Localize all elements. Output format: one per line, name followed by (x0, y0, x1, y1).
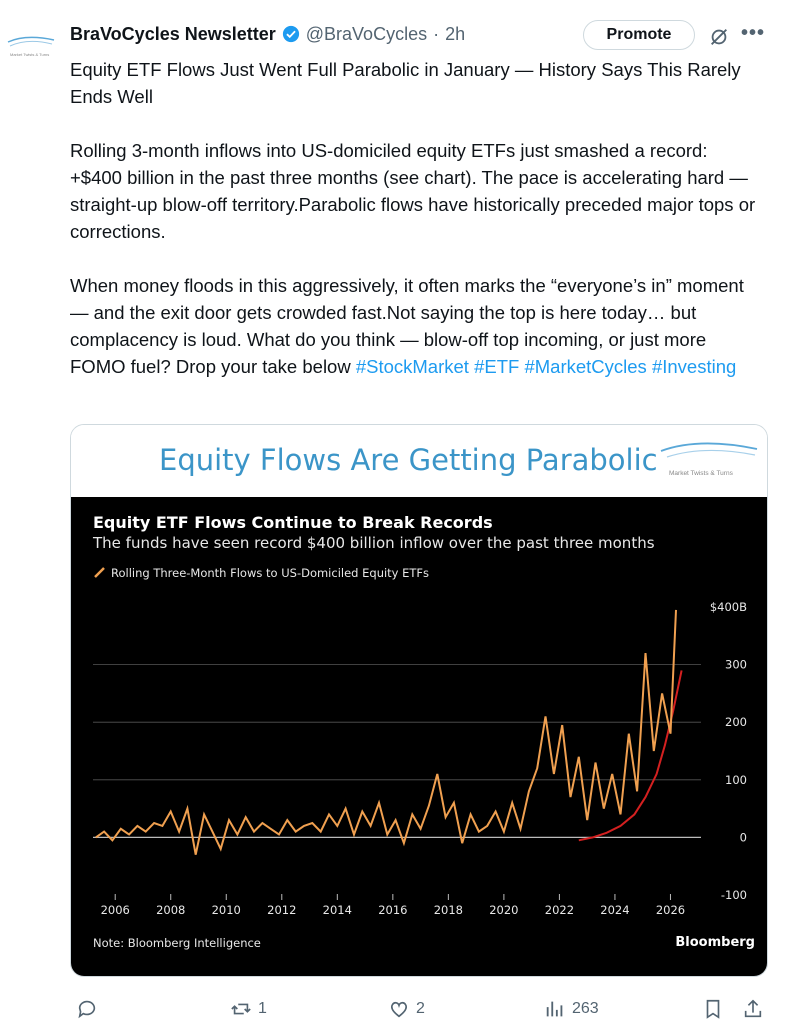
grok-icon[interactable] (708, 26, 730, 48)
x-tick-label: 2018 (434, 903, 463, 917)
promote-button[interactable]: Promote (583, 20, 695, 50)
y-tick-label: 300 (725, 658, 747, 672)
chart-subtitle: The funds have seen record $400 billion … (92, 534, 655, 552)
views-count: 263 (572, 1000, 599, 1017)
hashtag-etf[interactable]: #ETF (474, 356, 520, 377)
x-tick-label: 2022 (545, 903, 574, 917)
x-tick-label: 2012 (267, 903, 296, 917)
verified-badge-icon (282, 25, 299, 43)
y-axis-ticks: $400B 300 200 100 0 -100 (710, 600, 747, 902)
separator-dot: · (433, 23, 440, 44)
svg-text:Market Twists & Turns: Market Twists & Turns (10, 52, 49, 57)
chart-note: Note: Bloomberg Intelligence (93, 936, 261, 950)
post-paragraph-2: Rolling 3-month inflows into US-domicile… (70, 140, 756, 242)
post-paragraph-3-text: When money floods in this aggressively, … (70, 275, 744, 377)
x-tick-label: 2006 (101, 903, 130, 917)
card-header: Equity Flows Are Getting Parabolic Marke… (71, 425, 767, 497)
trend-curve (578, 670, 683, 842)
views-button[interactable]: 263 (544, 998, 599, 1020)
x-tick-label: 2014 (323, 903, 352, 917)
repost-button[interactable]: 1 (230, 998, 267, 1020)
like-count: 2 (416, 1000, 425, 1017)
x-tick-label: 2020 (489, 903, 518, 917)
like-button[interactable]: 2 (388, 998, 425, 1020)
card-title: Equity Flows Are Getting Parabolic (159, 443, 658, 477)
card-logo-icon: Market Twists & Turns (660, 442, 758, 477)
x-tick-label: 2010 (212, 903, 241, 917)
post-body: Equity ETF Flows Just Went Full Paraboli… (70, 56, 760, 407)
post-time[interactable]: 2h (445, 23, 466, 44)
reply-button[interactable] (76, 998, 104, 1020)
author-handle[interactable]: @BraVoCycles (305, 23, 428, 44)
hashtag-marketcycles[interactable]: #MarketCycles (524, 356, 647, 377)
etf-flows-chart: Equity ETF Flows Continue to Break Recor… (92, 513, 755, 950)
bookmark-icon (706, 999, 720, 1019)
reply-icon (78, 1000, 96, 1019)
more-options-button[interactable]: ••• (741, 22, 766, 44)
x-tick-label: 2026 (656, 903, 685, 917)
chart-title: Equity ETF Flows Continue to Break Recor… (93, 513, 493, 532)
x-tick-label: 2016 (378, 903, 407, 917)
y-tick-label: -100 (721, 888, 747, 902)
y-tick-label: 200 (725, 715, 747, 729)
media-card[interactable]: Equity Flows Are Getting Parabolic Marke… (70, 424, 768, 977)
bookmark-button[interactable] (702, 998, 724, 1020)
hashtag-investing[interactable]: #Investing (651, 356, 737, 377)
chart-grid (93, 664, 701, 838)
avatar-logo-icon: Market Twists & Turns (7, 36, 55, 57)
post-headline: Equity ETF Flows Just Went Full Paraboli… (70, 59, 741, 107)
views-chart-icon (546, 1001, 563, 1017)
y-tick-label: $400B (710, 600, 747, 614)
post-header: BraVoCycles Newsletter @BraVoCycles · 2h (70, 20, 788, 48)
post-paragraph-3: When money floods in this aggressively, … (70, 272, 760, 380)
author-name[interactable]: BraVoCycles Newsletter (70, 23, 276, 44)
repost-icon (231, 1003, 251, 1015)
action-bar: 1 2 263 (70, 990, 770, 1030)
legend-label: Rolling Three-Month Flows to US-Domicile… (111, 566, 429, 580)
y-tick-label: 0 (740, 830, 747, 844)
hashtag-stockmarket[interactable]: #StockMarket (355, 356, 469, 377)
heart-icon (390, 1001, 408, 1018)
legend-swatch (94, 567, 105, 578)
chart-source: Bloomberg (675, 935, 755, 950)
flow-series-line (95, 609, 677, 855)
avatar[interactable]: Market Twists & Turns (6, 28, 56, 62)
share-button[interactable] (742, 998, 764, 1020)
y-tick-label: 100 (725, 773, 747, 787)
svg-text:Market Twists & Turns: Market Twists & Turns (669, 470, 734, 477)
chart-panel: Equity ETF Flows Continue to Break Recor… (71, 497, 767, 976)
share-icon (744, 999, 762, 1018)
repost-count: 1 (258, 1000, 267, 1017)
x-tick-label: 2024 (600, 903, 629, 917)
x-tick-label: 2008 (156, 903, 185, 917)
x-axis-ticks: 2006 2008 2010 2012 2014 2016 2018 2020 2022 2024… (101, 894, 685, 917)
